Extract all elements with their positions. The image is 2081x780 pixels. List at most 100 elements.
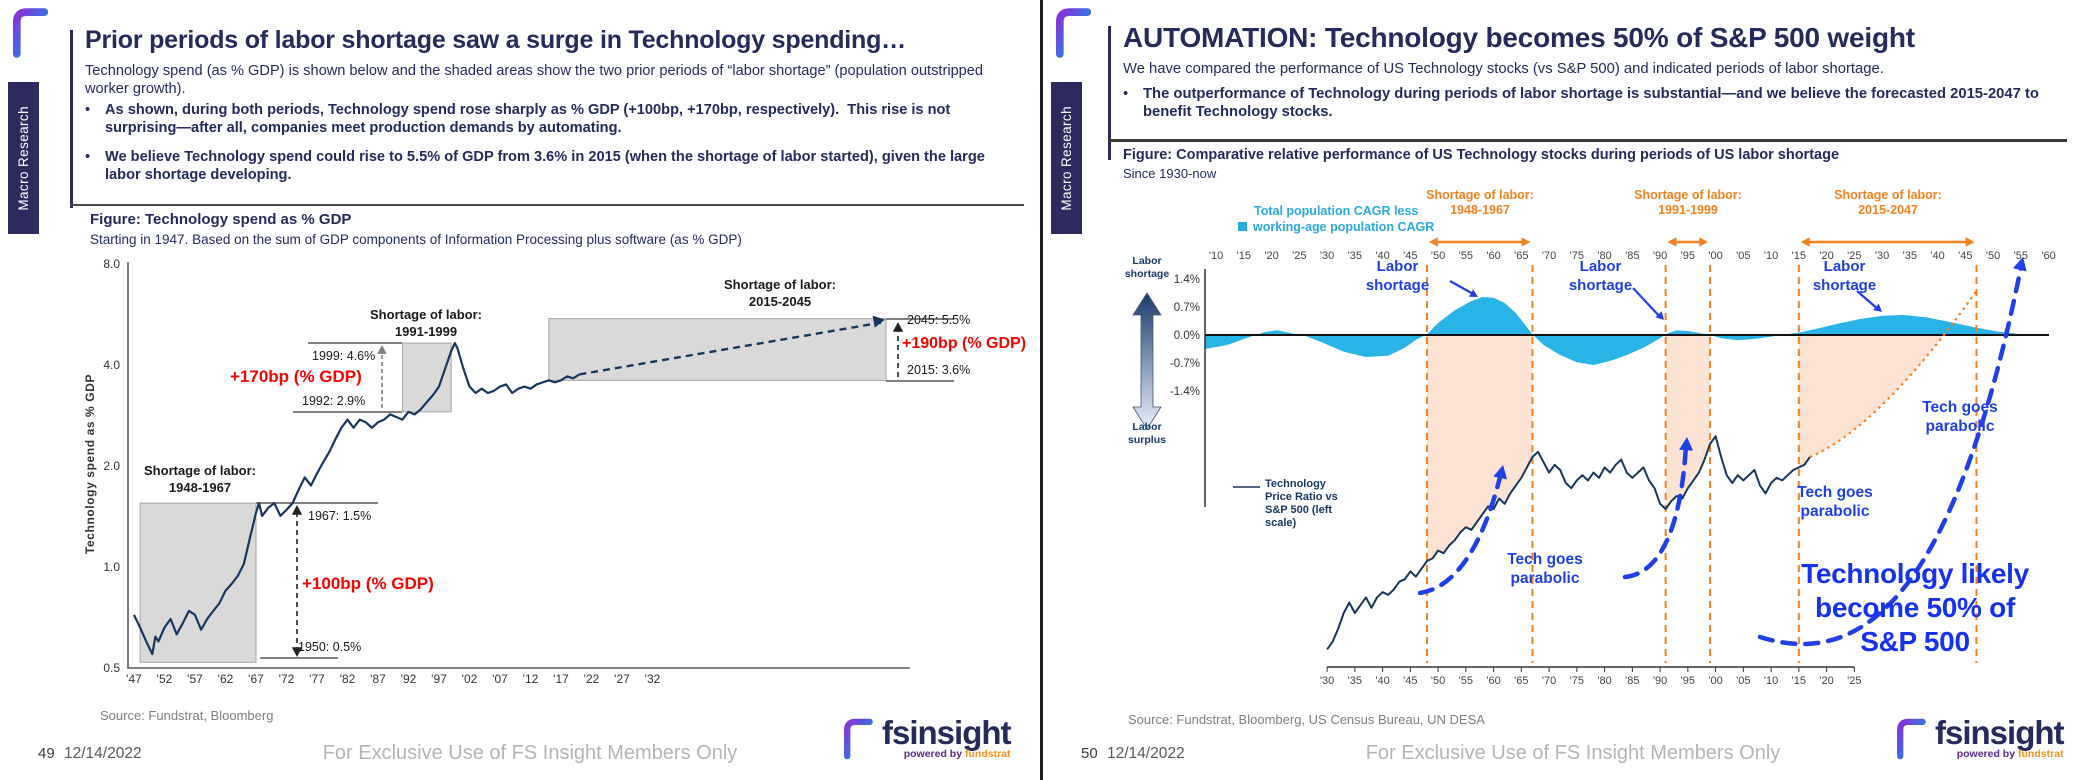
tech-parabolic-callout-1: Tech goes parabolic <box>1507 551 1583 587</box>
labor-shortage-callout-3: Labor shortage <box>1812 258 1877 294</box>
tech-vs-sp500-chart: '10 '15 '20 '25 '30 '35 '40 '45 '50 '55 '60 '65 '70 '… <box>1120 185 2070 690</box>
svg-text:'50: '50 <box>1431 675 1445 687</box>
callout-1992: 1992: 2.9% <box>302 394 366 408</box>
figure-subtitle: Starting in 1947. Based on the sum of GD… <box>90 232 742 247</box>
svg-text:'75: '75 <box>1570 675 1584 687</box>
callout-1967: 1967: 1.5% <box>308 509 372 523</box>
svg-text:'25: '25 <box>1847 675 1861 687</box>
slide-50: Macro Research AUTOMATION: Technology be… <box>1043 0 2081 780</box>
page-title: Prior periods of labor shortage saw a su… <box>85 26 906 54</box>
svg-text:'92: '92 <box>401 672 417 686</box>
svg-text:'90: '90 <box>1653 250 1667 262</box>
shortage-label-2015-2045: Shortage of labor: 2015-2045 <box>724 277 836 309</box>
svg-text:'40: '40 <box>1375 675 1389 687</box>
figure-subtitle: Since 1930-now <box>1123 166 1217 181</box>
svg-text:'95: '95 <box>1681 675 1695 687</box>
svg-text:'32: '32 <box>645 672 661 686</box>
svg-text:'57: '57 <box>187 672 203 686</box>
intro-text: We have compared the performance of US T… <box>1123 61 1884 77</box>
svg-text:'45: '45 <box>1958 250 1972 262</box>
svg-text:'77: '77 <box>309 672 325 686</box>
svg-text:'60: '60 <box>2041 250 2055 262</box>
axis-labor-surplus-label: Labor surplus <box>1128 421 1166 446</box>
svg-text:'70: '70 <box>1542 250 1556 262</box>
svg-text:'10: '10 <box>1764 250 1778 262</box>
slide-divider <box>1040 0 1043 780</box>
svg-text:'10: '10 <box>1209 250 1223 262</box>
slide-49: Macro Research Prior periods of labor sh… <box>0 0 1040 780</box>
bullet-text: The outperformance of Technology during … <box>1143 86 2044 121</box>
legend-swatch-icon <box>1238 222 1247 231</box>
svg-text:'65: '65 <box>1514 675 1528 687</box>
svg-text:'25: '25 <box>1847 250 1861 262</box>
svg-text:'75: '75 <box>1570 250 1584 262</box>
footer-date: 12/14/2022 <box>1107 745 1185 762</box>
svg-text:'95: '95 <box>1681 250 1695 262</box>
callout-plus100bp: +100bp (% GDP) <box>302 574 434 593</box>
svg-text:'40: '40 <box>1930 250 1944 262</box>
svg-text:0.0%: 0.0% <box>1174 330 1200 342</box>
labor-shortage-callout-2: Labor shortage <box>1568 258 1633 294</box>
axis-labor-shortage-label: Labor shortage <box>1124 255 1170 280</box>
y-axis-label: Technology spend as % GDP <box>83 373 97 555</box>
brand-name: fsinsight <box>882 714 1011 751</box>
svg-text:'97: '97 <box>431 672 447 686</box>
svg-text:'55: '55 <box>1459 675 1473 687</box>
footer-disclaimer: For Exclusive Use of FS Insight Members … <box>322 742 738 764</box>
bullet-item: • As shown, during both periods, Technol… <box>85 102 1000 138</box>
callout-2045: 2045: 5.5% <box>907 313 971 327</box>
svg-text:'00: '00 <box>1708 675 1722 687</box>
macro-research-tab: Macro Research <box>1051 82 1082 234</box>
svg-text:'80: '80 <box>1597 250 1611 262</box>
accent-bar <box>1108 26 1111 160</box>
svg-text:0.7%: 0.7% <box>1174 302 1200 314</box>
svg-text:2.0: 2.0 <box>103 459 120 473</box>
brand-tagline: powered by fundstrat <box>903 748 1011 760</box>
tech-price-ratio-legend: Technology Price Ratio vs S&P 500 (left sc… <box>1265 478 1338 529</box>
macro-research-tab: Macro Research <box>8 82 39 234</box>
source-note: Source: Fundstrat, Bloomberg, US Census … <box>1128 712 1485 727</box>
svg-text:'17: '17 <box>553 672 569 686</box>
svg-text:'07: '07 <box>492 672 508 686</box>
tech-parabolic-callout-2: Tech goes parabolic <box>1797 484 1873 520</box>
svg-text:'47: '47 <box>126 672 142 686</box>
technology-50pct-callout: Technology likely become 50% of S&P 500 <box>1801 558 2029 657</box>
svg-text:'12: '12 <box>523 672 539 686</box>
svg-text:'35: '35 <box>1903 250 1917 262</box>
shortage-label-2015-2047: Shortage of labor: 2015-2047 <box>1834 188 1942 217</box>
svg-text:'67: '67 <box>248 672 264 686</box>
svg-text:'15: '15 <box>1237 250 1251 262</box>
callout-plus190bp: +190bp (% GDP) <box>902 335 1027 352</box>
page-title: AUTOMATION: Technology becomes 50% of S&… <box>1123 22 1915 53</box>
callout-1999: 1999: 4.6% <box>312 349 376 363</box>
figure-title: Figure: Comparative relative performance… <box>1123 147 1840 163</box>
svg-text:'60: '60 <box>1486 250 1500 262</box>
svg-text:'85: '85 <box>1625 675 1639 687</box>
page-number: 49 <box>38 745 55 762</box>
svg-text:'15: '15 <box>1792 250 1806 262</box>
svg-text:'62: '62 <box>218 672 234 686</box>
bullet-text: We believe Technology spend could rise t… <box>105 149 989 183</box>
tech-vs-sp500-chart-canvas: '10 '15 '20 '25 '30 '35 '40 '45 '50 '55 '60 '65 '70 '… <box>1132 237 2056 687</box>
svg-text:'87: '87 <box>370 672 386 686</box>
svg-text:'25: '25 <box>1292 250 1306 262</box>
svg-text:'35: '35 <box>1348 250 1362 262</box>
fundstrat-logo-icon <box>1055 8 1092 58</box>
svg-text:0.5: 0.5 <box>103 661 120 675</box>
svg-text:'70: '70 <box>1542 675 1556 687</box>
svg-text:'80: '80 <box>1597 675 1611 687</box>
shortage-label-1948-1967: Shortage of labor: 1948-1967 <box>144 463 256 495</box>
svg-text:'45: '45 <box>1403 675 1417 687</box>
page-number: 50 <box>1081 745 1098 762</box>
source-note: Source: Fundstrat, Bloomberg <box>100 708 274 723</box>
svg-text:'20: '20 <box>1264 250 1278 262</box>
fsinsight-logo-icon <box>844 718 873 760</box>
tech-parabolic-callout-3: Tech goes parabolic <box>1922 399 1998 435</box>
svg-text:'55: '55 <box>1459 250 1473 262</box>
divider-line <box>1108 139 2067 142</box>
svg-text:'15: '15 <box>1792 675 1806 687</box>
svg-text:'20: '20 <box>1819 250 1833 262</box>
tech-spend-chart: 8.0 4.0 2.0 1.0 0.5 '47 '52 '57 '62 '67 '72 '77 '82 '… <box>80 250 1040 720</box>
svg-text:4.0: 4.0 <box>103 358 120 372</box>
brand-tagline: powered by fundstrat <box>1956 748 2064 760</box>
